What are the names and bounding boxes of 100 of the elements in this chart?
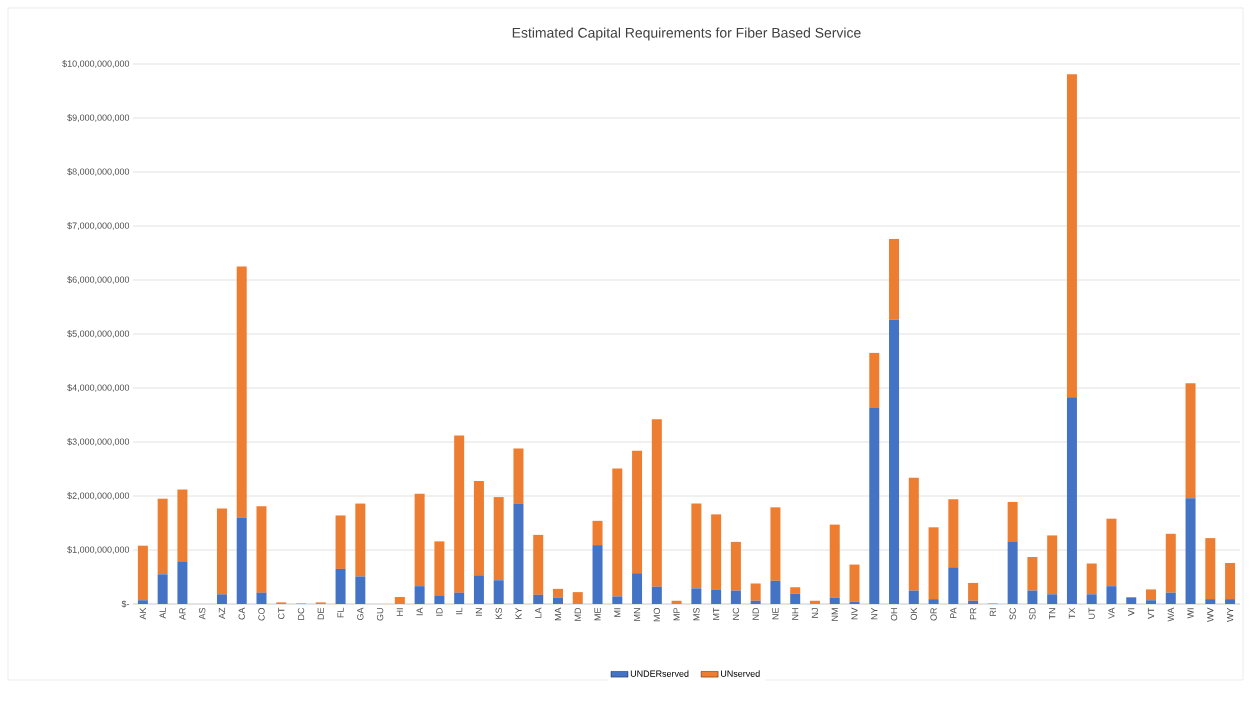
bar [592, 520, 603, 546]
bar [1146, 600, 1157, 604]
bar [632, 573, 643, 604]
bar [335, 568, 346, 604]
bar [711, 514, 722, 590]
bar [612, 468, 623, 597]
x-tick-label: RI [989, 608, 996, 616]
bar [434, 595, 445, 604]
y-tick-label: $4,000,000,000 [67, 384, 130, 392]
bar [157, 498, 168, 575]
y-tick-label: $3,000,000,000 [67, 438, 130, 446]
bar [1086, 563, 1097, 595]
bar [829, 597, 840, 604]
legend-label: UNserved [721, 670, 760, 677]
bar [493, 580, 504, 604]
bar [493, 497, 504, 581]
x-tick-label: WA [1167, 607, 1174, 622]
bar [1047, 535, 1058, 595]
bar [889, 319, 900, 604]
bar [1047, 594, 1058, 604]
x-tick-label: MO [653, 607, 661, 622]
x-tick-label: MI [614, 608, 621, 617]
bar [790, 587, 801, 594]
y-tick-label: $6,000,000,000 [67, 276, 130, 284]
bar [1066, 397, 1077, 604]
bar [730, 590, 741, 604]
bar [790, 593, 801, 604]
bar [1185, 498, 1196, 604]
bar [849, 564, 860, 602]
y-tick-label: $8,000,000,000 [67, 168, 130, 176]
x-tick-label: MN [633, 608, 641, 621]
y-tick-label: $2,000,000,000 [67, 492, 130, 500]
bar [889, 238, 900, 320]
x-tick-label: OR [930, 607, 937, 621]
bar [1007, 501, 1018, 542]
x-tick-label: MS [693, 607, 700, 621]
bar [750, 600, 761, 604]
x-tick-label: TX [1068, 607, 1076, 619]
bar [533, 594, 544, 604]
x-tick-label: AZ [218, 607, 226, 619]
x-tick-label: NV [851, 607, 858, 620]
bar [553, 588, 563, 598]
bar [809, 600, 820, 604]
bar [632, 450, 643, 574]
y-tick-label: $5,000,000,000 [67, 330, 130, 338]
x-tick-label: VI [1128, 608, 1135, 616]
bar [236, 517, 247, 604]
x-tick-label: GU [376, 608, 384, 621]
bar [691, 503, 702, 589]
bar [414, 493, 425, 587]
bar [553, 597, 563, 604]
bar [1086, 594, 1097, 604]
bar [829, 524, 840, 598]
bar [968, 582, 979, 601]
x-tick-label: MD [574, 607, 581, 621]
x-tick-label: LA [535, 607, 542, 618]
x-tick-label: FL [337, 607, 344, 618]
x-tick-label: MP [673, 607, 680, 621]
x-tick-label: KY [515, 607, 522, 619]
bar [137, 545, 148, 601]
bar [928, 599, 939, 604]
x-tick-label: MT [713, 607, 720, 620]
bar [1027, 590, 1038, 604]
x-tick-label: TN [1049, 608, 1056, 620]
bar [928, 527, 939, 600]
x-tick-label: SD [1029, 607, 1036, 620]
bar [1205, 599, 1216, 604]
x-tick-label: ID [436, 607, 443, 616]
bar [454, 435, 465, 593]
bar [651, 419, 662, 587]
x-tick-label: WI [1187, 608, 1194, 619]
bar [177, 561, 188, 604]
x-tick-label: NJ [811, 608, 819, 618]
bar [256, 592, 267, 604]
bar [908, 590, 919, 604]
bar [770, 580, 781, 604]
bar [216, 594, 227, 604]
bar [1225, 562, 1236, 600]
bar [394, 596, 405, 604]
bar [256, 506, 267, 593]
x-tick-label: AS [199, 607, 206, 620]
bar [1205, 538, 1216, 600]
bar [612, 596, 623, 604]
x-tick-label: ME [594, 607, 601, 621]
bar [454, 592, 465, 604]
x-tick-label: UT [1088, 607, 1095, 619]
x-tick-label: OK [910, 607, 917, 621]
x-tick-label: WV [1207, 607, 1214, 622]
x-tick-label: NE [772, 607, 779, 620]
bar [1185, 383, 1196, 499]
bar [651, 586, 662, 604]
bar [671, 600, 682, 604]
x-tick-label: KS [495, 607, 502, 619]
bar [1126, 597, 1137, 604]
chart-title: Estimated Capital Requirements for Fiber Based Service [512, 27, 861, 41]
x-tick-label: CA [238, 607, 245, 620]
x-tick-label: IN [475, 608, 483, 616]
x-tick-label: PA [950, 607, 957, 619]
x-tick-label: PR [970, 607, 977, 620]
x-tick-label: DE [317, 607, 324, 620]
